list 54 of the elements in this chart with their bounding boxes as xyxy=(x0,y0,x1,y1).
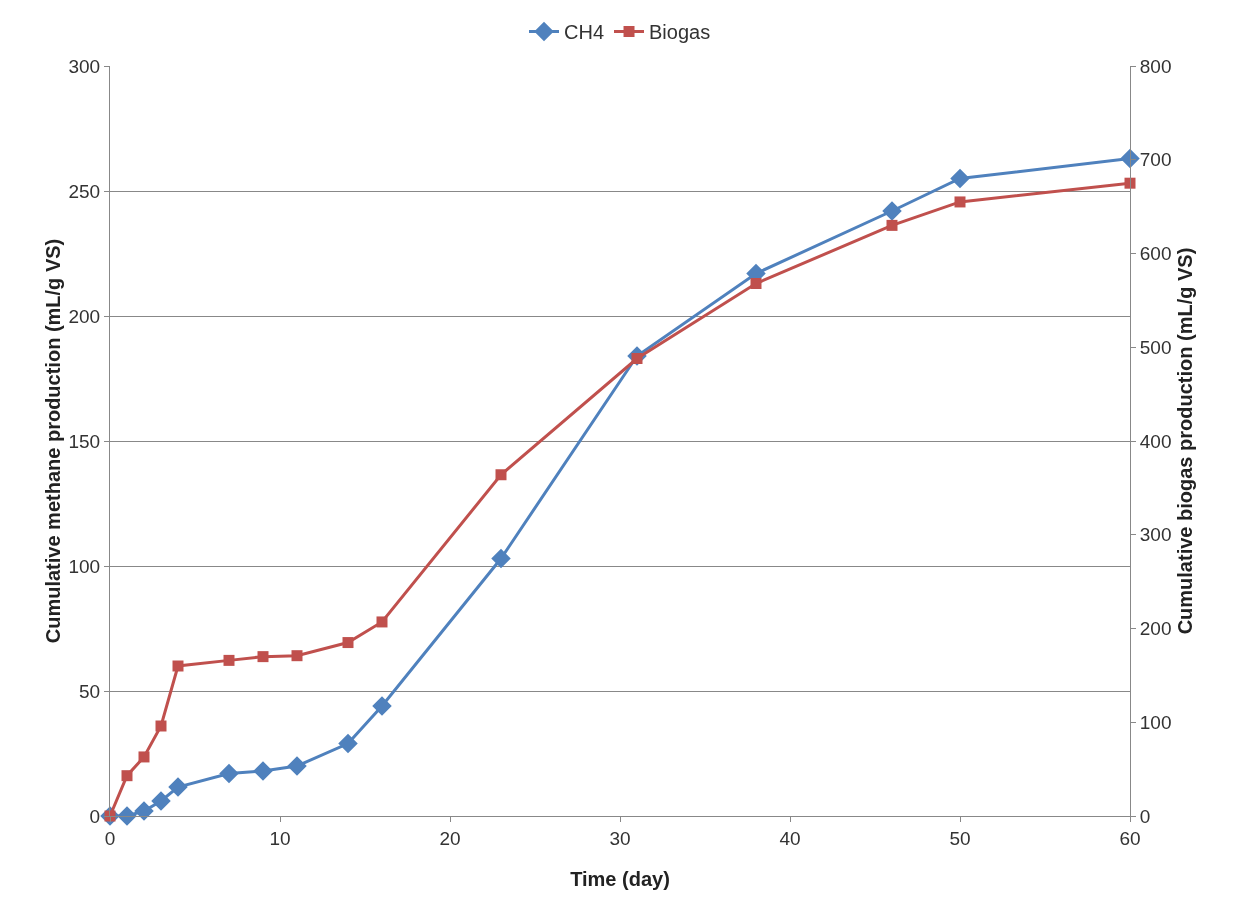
point xyxy=(372,696,392,716)
point xyxy=(138,751,150,763)
x-tick-label: 10 xyxy=(269,827,291,849)
point xyxy=(172,660,184,672)
x-tick-label: 30 xyxy=(609,827,631,849)
x-tick-label: 0 xyxy=(104,827,116,849)
point xyxy=(257,651,269,663)
y-tick-label: 50 xyxy=(79,680,101,702)
point xyxy=(134,801,154,821)
legend-label: Biogas xyxy=(649,21,711,44)
y2-tick-label: 400 xyxy=(1139,430,1172,452)
point xyxy=(750,278,762,289)
point xyxy=(491,548,511,569)
y-tick-label: 0 xyxy=(89,805,101,827)
y-axis-title: Cumulative methane production (mL/g VS) xyxy=(42,238,64,644)
point xyxy=(223,654,235,666)
point xyxy=(1124,177,1136,189)
point xyxy=(886,219,898,231)
y-tick-label: 300 xyxy=(68,55,101,77)
y2-tick-label: 300 xyxy=(1139,524,1172,546)
point xyxy=(1120,148,1140,169)
point xyxy=(121,770,133,782)
point xyxy=(287,756,307,776)
point xyxy=(253,761,273,781)
point xyxy=(376,616,388,628)
y2-tick-label: 600 xyxy=(1139,243,1172,265)
x-axis-title: Time (day) xyxy=(570,868,670,890)
point xyxy=(342,637,354,649)
y2-tick-label: 700 xyxy=(1139,149,1172,171)
y2-tick-label: 0 xyxy=(1139,805,1151,827)
point xyxy=(954,196,966,208)
x-tick-label: 20 xyxy=(439,827,461,849)
point xyxy=(219,763,239,784)
y2-axis-title: Cumulative biogas production (mL/g VS) xyxy=(1173,247,1196,635)
point xyxy=(155,720,167,732)
point xyxy=(495,469,507,481)
y2-tick-label: 800 xyxy=(1139,55,1172,77)
y2-tick-label: 100 xyxy=(1139,711,1172,733)
y-tick-label: 250 xyxy=(68,180,101,202)
point xyxy=(291,650,303,662)
point xyxy=(338,733,358,754)
point xyxy=(950,168,970,189)
y2-tick-label: 200 xyxy=(1139,618,1172,640)
x-tick-label: 60 xyxy=(1119,827,1141,849)
point xyxy=(151,791,171,811)
point xyxy=(882,201,902,221)
y-tick-label: 200 xyxy=(68,305,101,327)
y-tick-label: 100 xyxy=(68,555,101,577)
y-tick-label: 150 xyxy=(68,430,101,452)
x-tick-label: 50 xyxy=(949,827,971,849)
legend-label: CH4 xyxy=(564,21,605,44)
y2-tick-label: 500 xyxy=(1139,336,1172,358)
x-tick-label: 40 xyxy=(779,827,801,849)
point xyxy=(168,777,188,797)
